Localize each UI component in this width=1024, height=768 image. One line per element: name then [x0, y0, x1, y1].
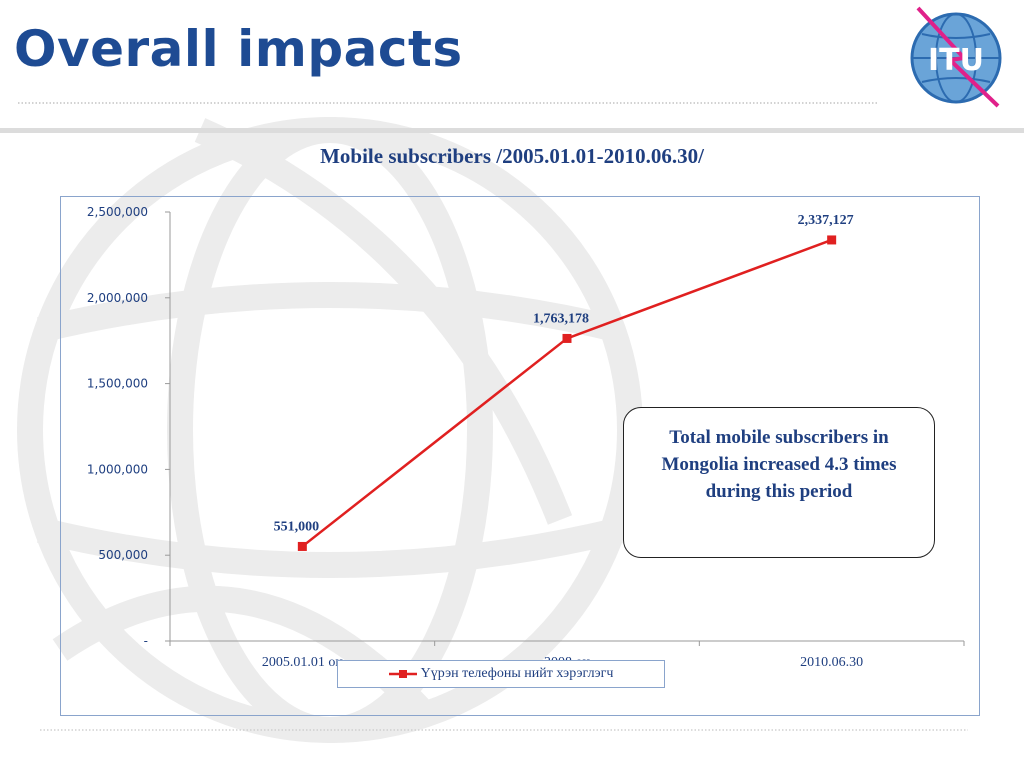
legend-label: Үүрэн телефоны нийт хэрэглэгч	[420, 666, 614, 681]
data-label: 1,763,178	[533, 311, 589, 326]
data-point	[827, 235, 837, 245]
footer-divider	[40, 729, 968, 731]
y-tick-label: 500,000	[98, 548, 148, 562]
callout-box: Total mobile subscribers in Mongolia inc…	[623, 407, 935, 558]
x-tick-label: 2010.06.30	[800, 655, 863, 670]
y-tick-label: 1,000,000	[87, 462, 148, 476]
slide-title: Overall impacts	[14, 20, 463, 78]
legend-line-marker-icon	[388, 670, 417, 678]
data-point	[562, 333, 572, 343]
y-tick-label: -	[144, 634, 148, 648]
y-tick-label: 2,500,000	[87, 205, 148, 219]
data-label: 2,337,127	[798, 213, 854, 228]
chart-title: Mobile subscribers /2005.01.01-2010.06.3…	[320, 144, 704, 168]
logo-text: ITU	[928, 43, 984, 78]
header-divider	[0, 102, 1024, 133]
y-tick-label: 1,500,000	[87, 377, 148, 391]
x-tick-label: 2005.01.01 он	[262, 655, 344, 670]
callout-text: Total mobile subscribers in Mongolia inc…	[661, 427, 897, 502]
data-label: 551,000	[274, 519, 320, 534]
data-point	[297, 541, 307, 551]
chart-legend: Үүрэн телефоны нийт хэрэглэгч	[337, 660, 665, 688]
chart-frame	[60, 196, 980, 716]
itu-logo: ITU	[910, 6, 1002, 108]
y-tick-label: 2,000,000	[87, 291, 148, 305]
